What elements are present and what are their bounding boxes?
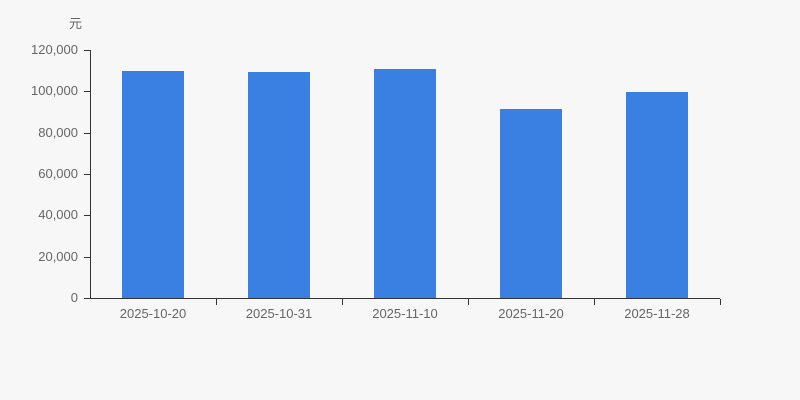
y-axis-tick-label: 120,000 <box>31 42 78 57</box>
y-axis-tick-label: 20,000 <box>38 248 78 264</box>
y-axis-tick-label: 0 <box>70 290 78 305</box>
y-axis-tick <box>84 298 90 299</box>
x-axis-tick-label[interactable]: 2025-10-31 <box>245 306 313 321</box>
bar[interactable] <box>122 70 184 298</box>
bar[interactable] <box>374 68 436 298</box>
y-axis-tick <box>84 256 90 258</box>
x-axis-tick <box>342 299 343 305</box>
x-axis-tick-label[interactable]: 2025-10-20 <box>119 306 187 321</box>
y-axis-tick <box>84 174 90 175</box>
x-axis-tick-label[interactable]: 2025-11-28 <box>624 306 690 321</box>
x-axis-tick <box>468 299 469 305</box>
y-axis-tick-label: 40,000 <box>38 207 78 223</box>
bar[interactable] <box>248 72 310 298</box>
x-axis-tick <box>594 299 595 305</box>
bars-layer <box>90 50 720 298</box>
bar[interactable] <box>626 91 688 298</box>
y-axis-tick <box>84 91 90 93</box>
x-axis-tick <box>216 299 217 305</box>
x-axis-line <box>90 298 720 299</box>
y-axis-line <box>90 50 91 298</box>
y-axis-unit-label: 元 <box>69 16 83 31</box>
bar[interactable] <box>500 108 562 298</box>
y-axis-tick <box>84 215 90 217</box>
y-axis-tick-label: 100,000 <box>31 83 78 99</box>
x-axis-tick-label[interactable]: 2025-11-10 <box>372 306 438 321</box>
y-axis-tick-label: 60,000 <box>38 166 78 181</box>
y-axis-tick <box>84 50 90 51</box>
y-axis-tick-label: 80,000 <box>38 124 78 140</box>
y-axis-tick <box>84 132 90 134</box>
x-axis-tick-label[interactable]: 2025-11-20 <box>498 306 564 321</box>
x-axis-tick <box>720 299 721 305</box>
